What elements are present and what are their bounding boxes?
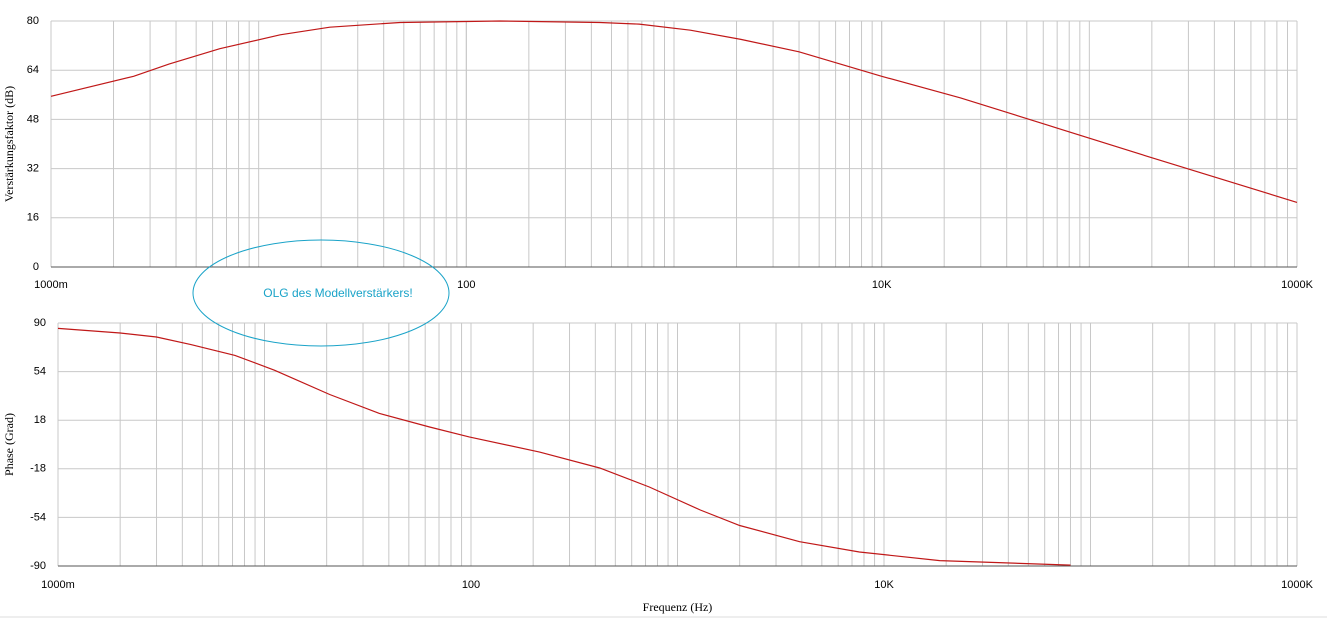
- y-tick-label: 32: [27, 163, 39, 175]
- y-tick-label: 90: [34, 317, 46, 329]
- y-tick-label: 54: [34, 366, 46, 378]
- y-tick-label: 48: [27, 113, 39, 125]
- x-tick-label: 10K: [874, 579, 894, 591]
- y-tick-label: -18: [30, 463, 46, 475]
- y-tick-label: 64: [27, 64, 39, 76]
- x-tick-label: 100: [457, 279, 475, 291]
- y-tick-label: 0: [33, 261, 39, 273]
- y-tick-label: 18: [34, 414, 46, 426]
- y-tick-label: -54: [30, 511, 46, 523]
- x-tick-label: 1000K: [1281, 279, 1313, 291]
- y-tick-label: 16: [27, 212, 39, 224]
- annotation: OLG des Modellverstärkers!: [263, 286, 412, 300]
- x-tick-label: 1000m: [41, 579, 75, 591]
- x-tick-label: 100: [462, 579, 480, 591]
- x-tick-label: 1000m: [34, 279, 68, 291]
- y-axis-label: Verstärkungsfaktor (dB): [2, 86, 16, 202]
- x-tick-label: 10K: [872, 279, 892, 291]
- x-tick-label: 1000K: [1281, 579, 1313, 591]
- annotation-ellipse: [192, 239, 450, 347]
- y-tick-label: -90: [30, 560, 46, 572]
- y-tick-label: 80: [27, 15, 39, 27]
- y-axis-label: Phase (Grad): [2, 413, 16, 476]
- line: [57, 327, 1071, 566]
- line: [50, 20, 1298, 203]
- x-axis-label: Frequenz (Hz): [643, 600, 713, 614]
